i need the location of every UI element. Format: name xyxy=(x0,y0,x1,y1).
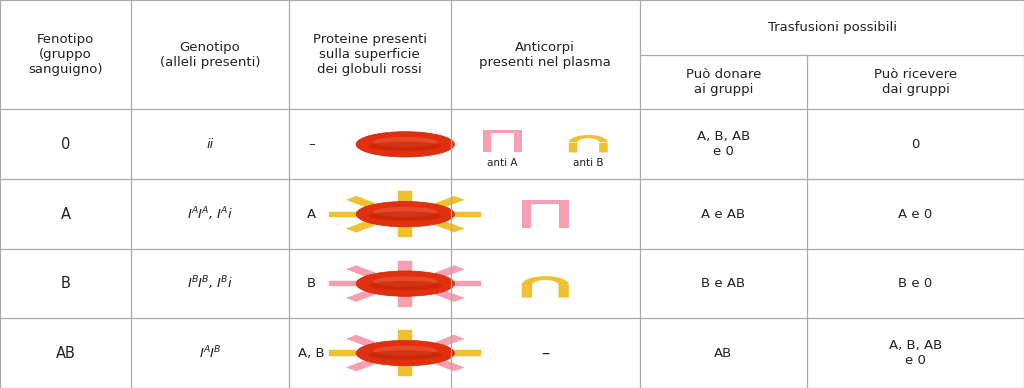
Text: Genotipo
(alleli presenti): Genotipo (alleli presenti) xyxy=(160,41,260,69)
Polygon shape xyxy=(455,281,481,286)
Polygon shape xyxy=(435,335,464,346)
Polygon shape xyxy=(329,281,356,286)
Polygon shape xyxy=(483,130,521,133)
Polygon shape xyxy=(346,360,376,371)
Text: B e AB: B e AB xyxy=(701,277,745,290)
Polygon shape xyxy=(346,291,376,301)
Polygon shape xyxy=(346,266,376,277)
Text: anti B: anti B xyxy=(573,158,603,168)
Polygon shape xyxy=(514,133,521,152)
Polygon shape xyxy=(569,135,608,152)
Polygon shape xyxy=(346,196,376,207)
Text: Fenotipo
(gruppo
sanguigno): Fenotipo (gruppo sanguigno) xyxy=(29,33,102,76)
Polygon shape xyxy=(483,133,490,152)
Polygon shape xyxy=(521,200,569,204)
Polygon shape xyxy=(346,335,376,346)
Text: Trasfusioni possibili: Trasfusioni possibili xyxy=(768,21,896,34)
Text: 0: 0 xyxy=(60,137,71,152)
Polygon shape xyxy=(398,227,412,237)
Polygon shape xyxy=(521,204,531,228)
Text: –: – xyxy=(308,138,314,151)
Polygon shape xyxy=(398,330,412,340)
Polygon shape xyxy=(435,291,464,301)
Text: Anticorpi
presenti nel plasma: Anticorpi presenti nel plasma xyxy=(479,41,611,69)
Text: I$^A$I$^B$: I$^A$I$^B$ xyxy=(199,345,221,361)
Text: –: – xyxy=(542,346,549,360)
Ellipse shape xyxy=(356,132,455,157)
Ellipse shape xyxy=(374,346,437,356)
Text: B: B xyxy=(60,276,71,291)
Polygon shape xyxy=(435,196,464,207)
Text: A e AB: A e AB xyxy=(701,208,745,221)
Ellipse shape xyxy=(369,281,442,290)
Ellipse shape xyxy=(369,142,442,151)
Text: A: A xyxy=(307,208,315,221)
Polygon shape xyxy=(455,350,481,356)
Text: A, B, AB
e 0: A, B, AB e 0 xyxy=(696,130,751,158)
Polygon shape xyxy=(329,211,356,217)
Polygon shape xyxy=(398,261,412,271)
Ellipse shape xyxy=(369,211,442,221)
Text: A, B: A, B xyxy=(298,346,325,360)
Ellipse shape xyxy=(356,340,455,366)
Polygon shape xyxy=(435,266,464,277)
Ellipse shape xyxy=(374,137,437,147)
Ellipse shape xyxy=(356,271,455,296)
Text: anti A: anti A xyxy=(487,158,517,168)
Text: A: A xyxy=(60,207,71,222)
Polygon shape xyxy=(398,191,412,201)
Polygon shape xyxy=(346,221,376,232)
Ellipse shape xyxy=(374,207,437,217)
Ellipse shape xyxy=(356,201,455,227)
Text: AB: AB xyxy=(715,346,732,360)
Text: Proteine presenti
sulla superficie
dei globuli rossi: Proteine presenti sulla superficie dei g… xyxy=(312,33,427,76)
Polygon shape xyxy=(398,366,412,376)
Polygon shape xyxy=(435,360,464,371)
Polygon shape xyxy=(398,296,412,307)
Text: I$^B$I$^B$, I$^B$i: I$^B$I$^B$, I$^B$i xyxy=(186,275,233,293)
Ellipse shape xyxy=(369,350,442,360)
Polygon shape xyxy=(329,350,356,356)
Text: B e 0: B e 0 xyxy=(898,277,933,290)
Polygon shape xyxy=(521,276,569,298)
Ellipse shape xyxy=(374,276,437,286)
Text: B: B xyxy=(307,277,315,290)
Text: Può donare
ai gruppi: Può donare ai gruppi xyxy=(686,68,761,96)
Polygon shape xyxy=(559,204,569,228)
Polygon shape xyxy=(455,211,481,217)
Text: A, B, AB
e 0: A, B, AB e 0 xyxy=(889,339,942,367)
Text: I$^A$I$^A$, I$^A$i: I$^A$I$^A$, I$^A$i xyxy=(186,205,233,223)
Text: A e 0: A e 0 xyxy=(898,208,933,221)
Polygon shape xyxy=(435,221,464,232)
Text: ii: ii xyxy=(206,138,214,151)
Text: Può ricevere
dai gruppi: Può ricevere dai gruppi xyxy=(873,68,957,96)
Text: 0: 0 xyxy=(911,138,920,151)
Text: AB: AB xyxy=(55,346,76,360)
